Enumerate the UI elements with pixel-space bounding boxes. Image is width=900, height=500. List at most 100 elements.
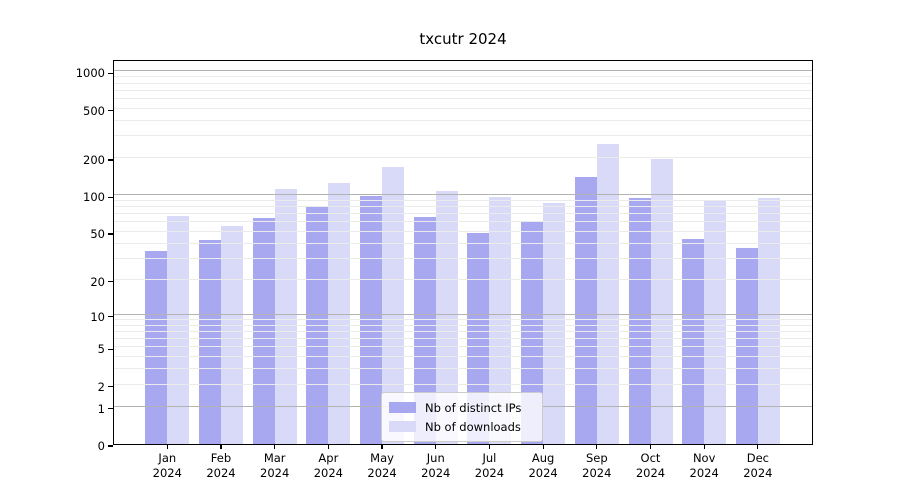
x-tick-label-may: May 2024 (367, 451, 397, 480)
gridline-200 (114, 157, 812, 159)
y-tick-mark-200 (108, 159, 113, 161)
x-tick-mark-dec (757, 444, 759, 449)
bar-downloads-apr (328, 183, 351, 444)
x-tick-label-sep: Sep 2024 (582, 451, 612, 480)
gridline-20 (114, 278, 812, 280)
x-tick-label-jul: Jul 2024 (474, 451, 505, 480)
y-tick-label-10: 10 (90, 309, 105, 324)
y-tick-label-100: 100 (83, 190, 105, 205)
legend-label-downloads: Nb of downloads (425, 419, 521, 434)
bar-downloads-jan (167, 215, 190, 444)
gridline-4 (114, 356, 812, 358)
y-tick-label-2: 2 (97, 379, 105, 394)
gridline-800 (114, 82, 812, 84)
y-tick-mark-2 (108, 386, 113, 388)
gridline-300 (114, 135, 812, 137)
y-tick-label-1: 1 (97, 401, 105, 416)
bar-downloads-nov (704, 200, 727, 444)
gridline-50 (114, 231, 812, 232)
gridline-6 (114, 338, 812, 340)
x-tick-label-jun: Jun 2024 (421, 451, 451, 480)
x-tick-label-nov: Nov 2024 (689, 451, 719, 480)
y-tick-mark-20 (108, 281, 113, 283)
bar-distinct-ips-jun (413, 217, 436, 444)
plot-area: 0 1 2 5 10 20 50 100 200 500 1000 Jan 2024 Feb 2024 M… (76, 60, 813, 480)
gridline-80 (114, 206, 812, 208)
x-tick-mark-jan (166, 444, 168, 449)
y-tick-mark-50 (108, 233, 113, 235)
bar-downloads-aug (543, 202, 566, 444)
bar-distinct-ips-aug (521, 221, 544, 444)
y-tick-mark-1000 (108, 72, 113, 75)
x-tick-label-jan: Jan 2024 (152, 451, 182, 480)
bar-distinct-ips-sep (574, 177, 597, 444)
gridline-500 (114, 107, 812, 109)
x-tick-mark-sep (596, 444, 598, 449)
gridline-90 (114, 199, 812, 201)
chart-title: txcutr 2024 (419, 30, 507, 48)
bar-downloads-feb (220, 226, 243, 444)
gridline-2 (114, 383, 812, 385)
x-tick-mark-oct (649, 444, 652, 449)
x-tick-mark-mar (274, 444, 276, 449)
bar-distinct-ips-nov (682, 238, 705, 444)
gridline-10 (114, 313, 812, 315)
legend-swatch-downloads (389, 421, 416, 432)
legend-swatch-distinct-ips (389, 402, 416, 413)
bar-downloads-mar (274, 189, 297, 444)
x-tick-mark-aug (542, 444, 544, 449)
y-tick-mark-500 (108, 110, 113, 112)
y-tick-mark-0 (108, 445, 113, 447)
legend-row-downloads: Nb of downloads (389, 417, 534, 436)
gridline-30 (114, 257, 812, 259)
gridline-70 (114, 213, 812, 215)
y-tick-label-200: 200 (83, 153, 105, 168)
y-tick-label-0: 0 (97, 439, 105, 453)
bar-downloads-oct (650, 159, 673, 444)
y-tick-label-20: 20 (90, 274, 105, 289)
x-tick-mark-nov (703, 444, 705, 449)
bar-distinct-ips-feb (198, 239, 221, 444)
gridline-1000 (114, 70, 812, 72)
bar-distinct-ips-jan (145, 250, 168, 444)
x-tick-label-apr: Apr 2024 (313, 451, 343, 480)
y-tick-label-5: 5 (97, 342, 105, 357)
gridline-9 (114, 318, 812, 320)
x-tick-mark-apr (327, 444, 329, 449)
gridline-8 (114, 324, 812, 326)
y-tick-mark-10 (108, 316, 113, 318)
gridline-5 (114, 346, 812, 348)
x-tick-label-feb: Feb 2024 (206, 451, 236, 480)
legend-row-distinct-ips: Nb of distinct IPs (389, 398, 534, 417)
gridline-400 (114, 119, 812, 121)
x-tick-mark-jul (488, 444, 491, 449)
gridline-100 (114, 194, 812, 196)
bar-distinct-ips-oct (628, 198, 651, 444)
x-tick-label-mar: Mar 2024 (260, 451, 290, 480)
y-tick-mark-100 (108, 196, 113, 198)
gridline-7 (114, 330, 812, 332)
gridline-60 (114, 221, 812, 223)
y-tick-mark-1 (108, 408, 113, 410)
gridline-700 (114, 89, 812, 91)
y-tick-label-500: 500 (83, 103, 105, 118)
gridline-600 (114, 97, 812, 99)
x-tick-mark-feb (220, 444, 222, 449)
y-tick-mark-5 (108, 348, 113, 350)
x-tick-mark-may (381, 444, 383, 449)
bar-distinct-ips-dec (735, 247, 758, 444)
y-tick-label-50: 50 (90, 226, 105, 241)
y-tick-label-1000: 1000 (75, 66, 105, 81)
bar-downloads-may (382, 166, 405, 444)
bar-downloads-dec (757, 197, 780, 444)
legend-label-distinct-ips: Nb of distinct IPs (425, 400, 522, 415)
x-tick-label-oct: Oct 2024 (635, 451, 666, 480)
legend: Nb of distinct IPs Nb of downloads (381, 392, 543, 442)
gridline-40 (114, 242, 812, 244)
grid-layer (114, 61, 812, 444)
x-tick-label-aug: Aug 2024 (528, 451, 558, 480)
gridline-3 (114, 368, 812, 370)
axis-ticks-layer: 0 1 2 5 10 20 50 100 200 500 1000 Jan 2024 Feb 2024 M… (76, 61, 812, 480)
x-tick-label-dec: Dec 2024 (743, 451, 773, 480)
